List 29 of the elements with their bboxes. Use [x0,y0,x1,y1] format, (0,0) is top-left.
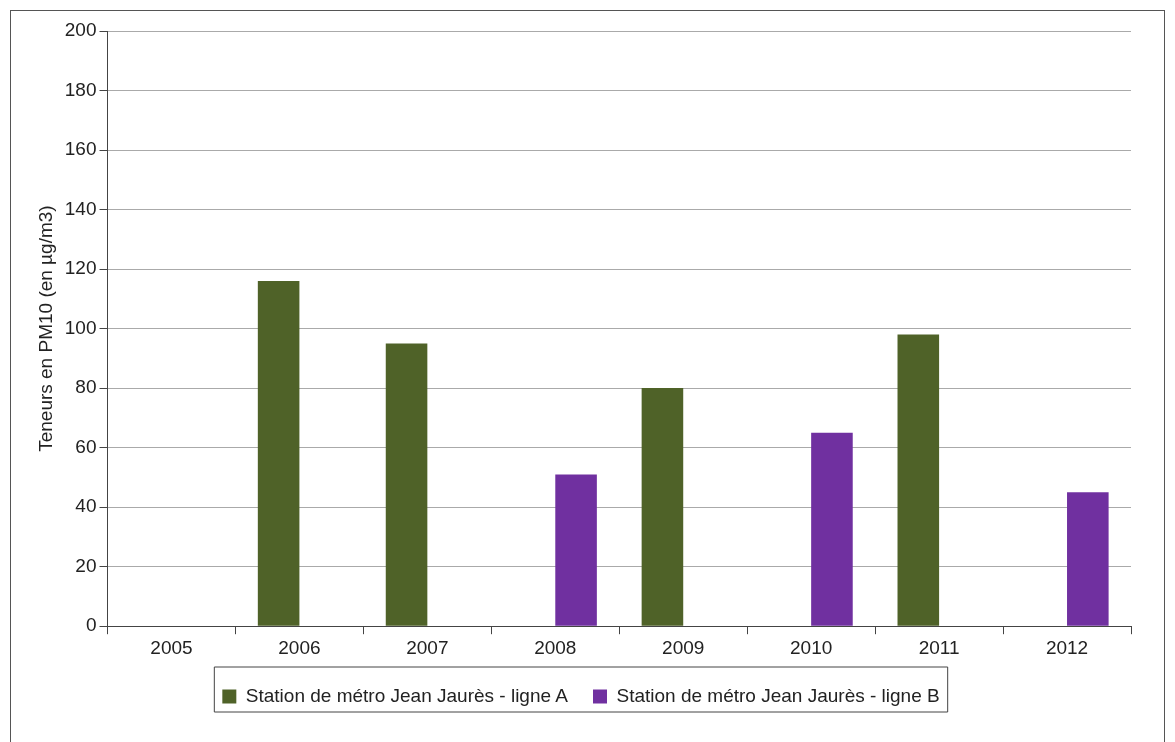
y-tick-label: 140 [64,197,97,219]
x-tick-label: 2005 [150,636,193,658]
bar [257,280,300,626]
legend-label: Station de métro Jean Jaurès - ligne A [245,684,569,706]
bar [811,432,853,626]
bar [641,388,684,626]
y-tick-label: 100 [64,316,97,338]
y-tick-label: 80 [75,376,97,398]
y-axis-title: Teneurs en PM10 (en µg/m3) [34,205,56,452]
x-tick-label: 2008 [534,636,577,658]
x-tick-label: 2006 [278,636,321,658]
legend-label: Station de métro Jean Jaurès - ligne B [616,684,940,706]
x-tick-label: 2010 [790,636,833,658]
y-tick-label: 40 [75,495,97,517]
x-tick-label: 2007 [406,636,449,658]
y-tick-label: 160 [64,138,97,160]
bar [897,334,940,626]
y-tick-label: 60 [75,435,97,457]
bar [1067,492,1109,626]
bar [385,343,428,626]
bar [555,474,597,626]
y-tick-label: 0 [85,614,97,636]
x-tick-label: 2011 [918,636,960,658]
x-tick-label: 2009 [662,636,705,658]
y-tick-label: 20 [75,554,97,576]
y-tick-label: 120 [64,257,97,279]
x-tick-label: 2012 [1045,636,1089,658]
y-tick-label: 200 [64,19,97,41]
y-tick-label: 180 [64,78,97,100]
